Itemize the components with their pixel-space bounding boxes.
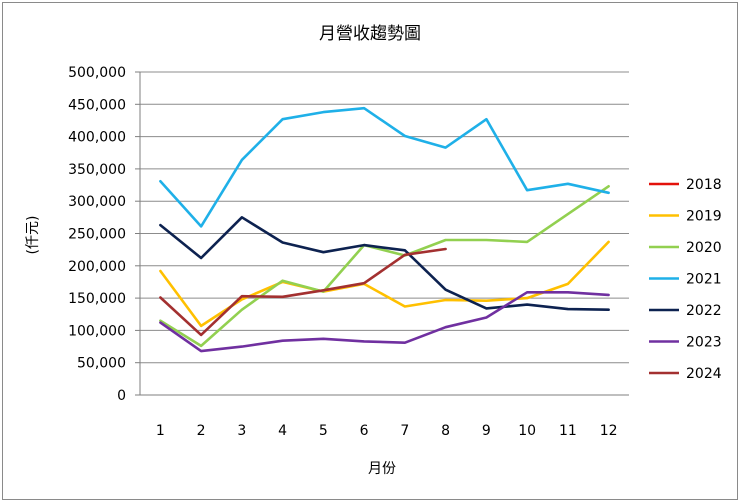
legend-label-2023: 2023 xyxy=(686,335,722,351)
legend-label-2021: 2021 xyxy=(686,272,722,288)
legend-label-2019: 2019 xyxy=(686,209,722,225)
x-tick-label: 12 xyxy=(600,423,618,439)
series-line-2019 xyxy=(159,240,610,328)
x-tick-label: 3 xyxy=(237,423,246,439)
x-tick-label: 10 xyxy=(518,423,536,439)
series-line-2023 xyxy=(159,290,610,353)
x-tick-labels: 1 2 3 4 5 6 7 8 9 10 11 12 xyxy=(156,423,618,439)
x-tick-label: 4 xyxy=(278,423,287,439)
y-tick-label: 450,000 xyxy=(68,97,126,113)
x-tick-label: 2 xyxy=(197,423,206,439)
y-tick-label: 400,000 xyxy=(68,130,126,146)
y-tick-label: 0 xyxy=(117,388,126,404)
chart-title: 月營收趨勢圖 xyxy=(319,24,421,44)
x-tick-label: 8 xyxy=(441,423,450,439)
series-line-2020 xyxy=(159,185,610,348)
legend-label-2024: 2024 xyxy=(686,366,722,382)
y-tick-label: 200,000 xyxy=(68,259,126,275)
x-tick-label: 9 xyxy=(482,423,491,439)
x-tick-label: 11 xyxy=(559,423,577,439)
legend-label-2020: 2020 xyxy=(686,240,722,256)
y-tick-label: 300,000 xyxy=(68,194,126,210)
line-chart: 月營收趨勢圖 0 50,000 100,000 150,000 200,000 250,0… xyxy=(25,24,722,477)
legend: 2018 2019 2020 2021 2022 2023 2024 xyxy=(649,177,722,382)
series-line-2021 xyxy=(159,106,610,228)
x-tick-label: 7 xyxy=(400,423,409,439)
legend-label-2018: 2018 xyxy=(686,177,722,193)
legend-label-2022: 2022 xyxy=(686,303,722,319)
y-tick-label: 250,000 xyxy=(68,227,126,243)
x-tick-label: 5 xyxy=(319,423,328,439)
y-tick-label: 150,000 xyxy=(68,291,126,307)
x-axis-title: 月份 xyxy=(368,461,396,477)
series-line-2024 xyxy=(159,247,447,337)
y-tick-labels: 0 50,000 100,000 150,000 200,000 250,000 300,0… xyxy=(68,65,126,404)
x-tick-label: 1 xyxy=(156,423,165,439)
y-axis-title: (仟元) xyxy=(25,216,41,255)
y-tick-label: 350,000 xyxy=(68,162,126,178)
axes xyxy=(135,71,629,396)
gridlines xyxy=(140,71,629,364)
x-tick-label: 6 xyxy=(360,423,369,439)
y-tick-label: 50,000 xyxy=(77,356,126,372)
y-tick-label: 100,000 xyxy=(68,323,126,339)
series-lines xyxy=(159,106,610,353)
series-line-2022 xyxy=(159,216,610,312)
y-tick-label: 500,000 xyxy=(68,65,126,81)
